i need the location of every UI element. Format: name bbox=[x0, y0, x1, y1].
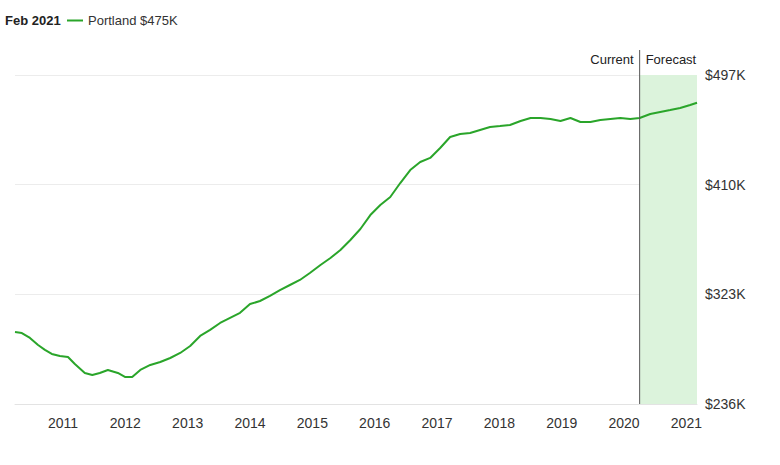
svg-text:2012: 2012 bbox=[110, 415, 141, 431]
svg-text:2018: 2018 bbox=[484, 415, 515, 431]
svg-text:2020: 2020 bbox=[608, 415, 639, 431]
svg-text:2014: 2014 bbox=[234, 415, 265, 431]
svg-text:2015: 2015 bbox=[297, 415, 328, 431]
svg-text:2011: 2011 bbox=[48, 415, 78, 431]
svg-text:2017: 2017 bbox=[421, 415, 452, 431]
svg-text:Current: Current bbox=[590, 52, 634, 67]
svg-text:Portland $475K: Portland $475K bbox=[88, 13, 178, 28]
svg-text:2019: 2019 bbox=[546, 415, 577, 431]
svg-text:$236K: $236K bbox=[705, 396, 746, 412]
svg-text:2021: 2021 bbox=[671, 415, 702, 431]
svg-text:$410K: $410K bbox=[705, 177, 746, 193]
svg-text:$323K: $323K bbox=[705, 286, 746, 302]
svg-text:$497K: $497K bbox=[705, 67, 746, 83]
svg-text:Feb 2021: Feb 2021 bbox=[5, 13, 61, 28]
svg-text:2013: 2013 bbox=[172, 415, 203, 431]
svg-text:Forecast: Forecast bbox=[646, 52, 697, 67]
svg-text:2016: 2016 bbox=[359, 415, 390, 431]
